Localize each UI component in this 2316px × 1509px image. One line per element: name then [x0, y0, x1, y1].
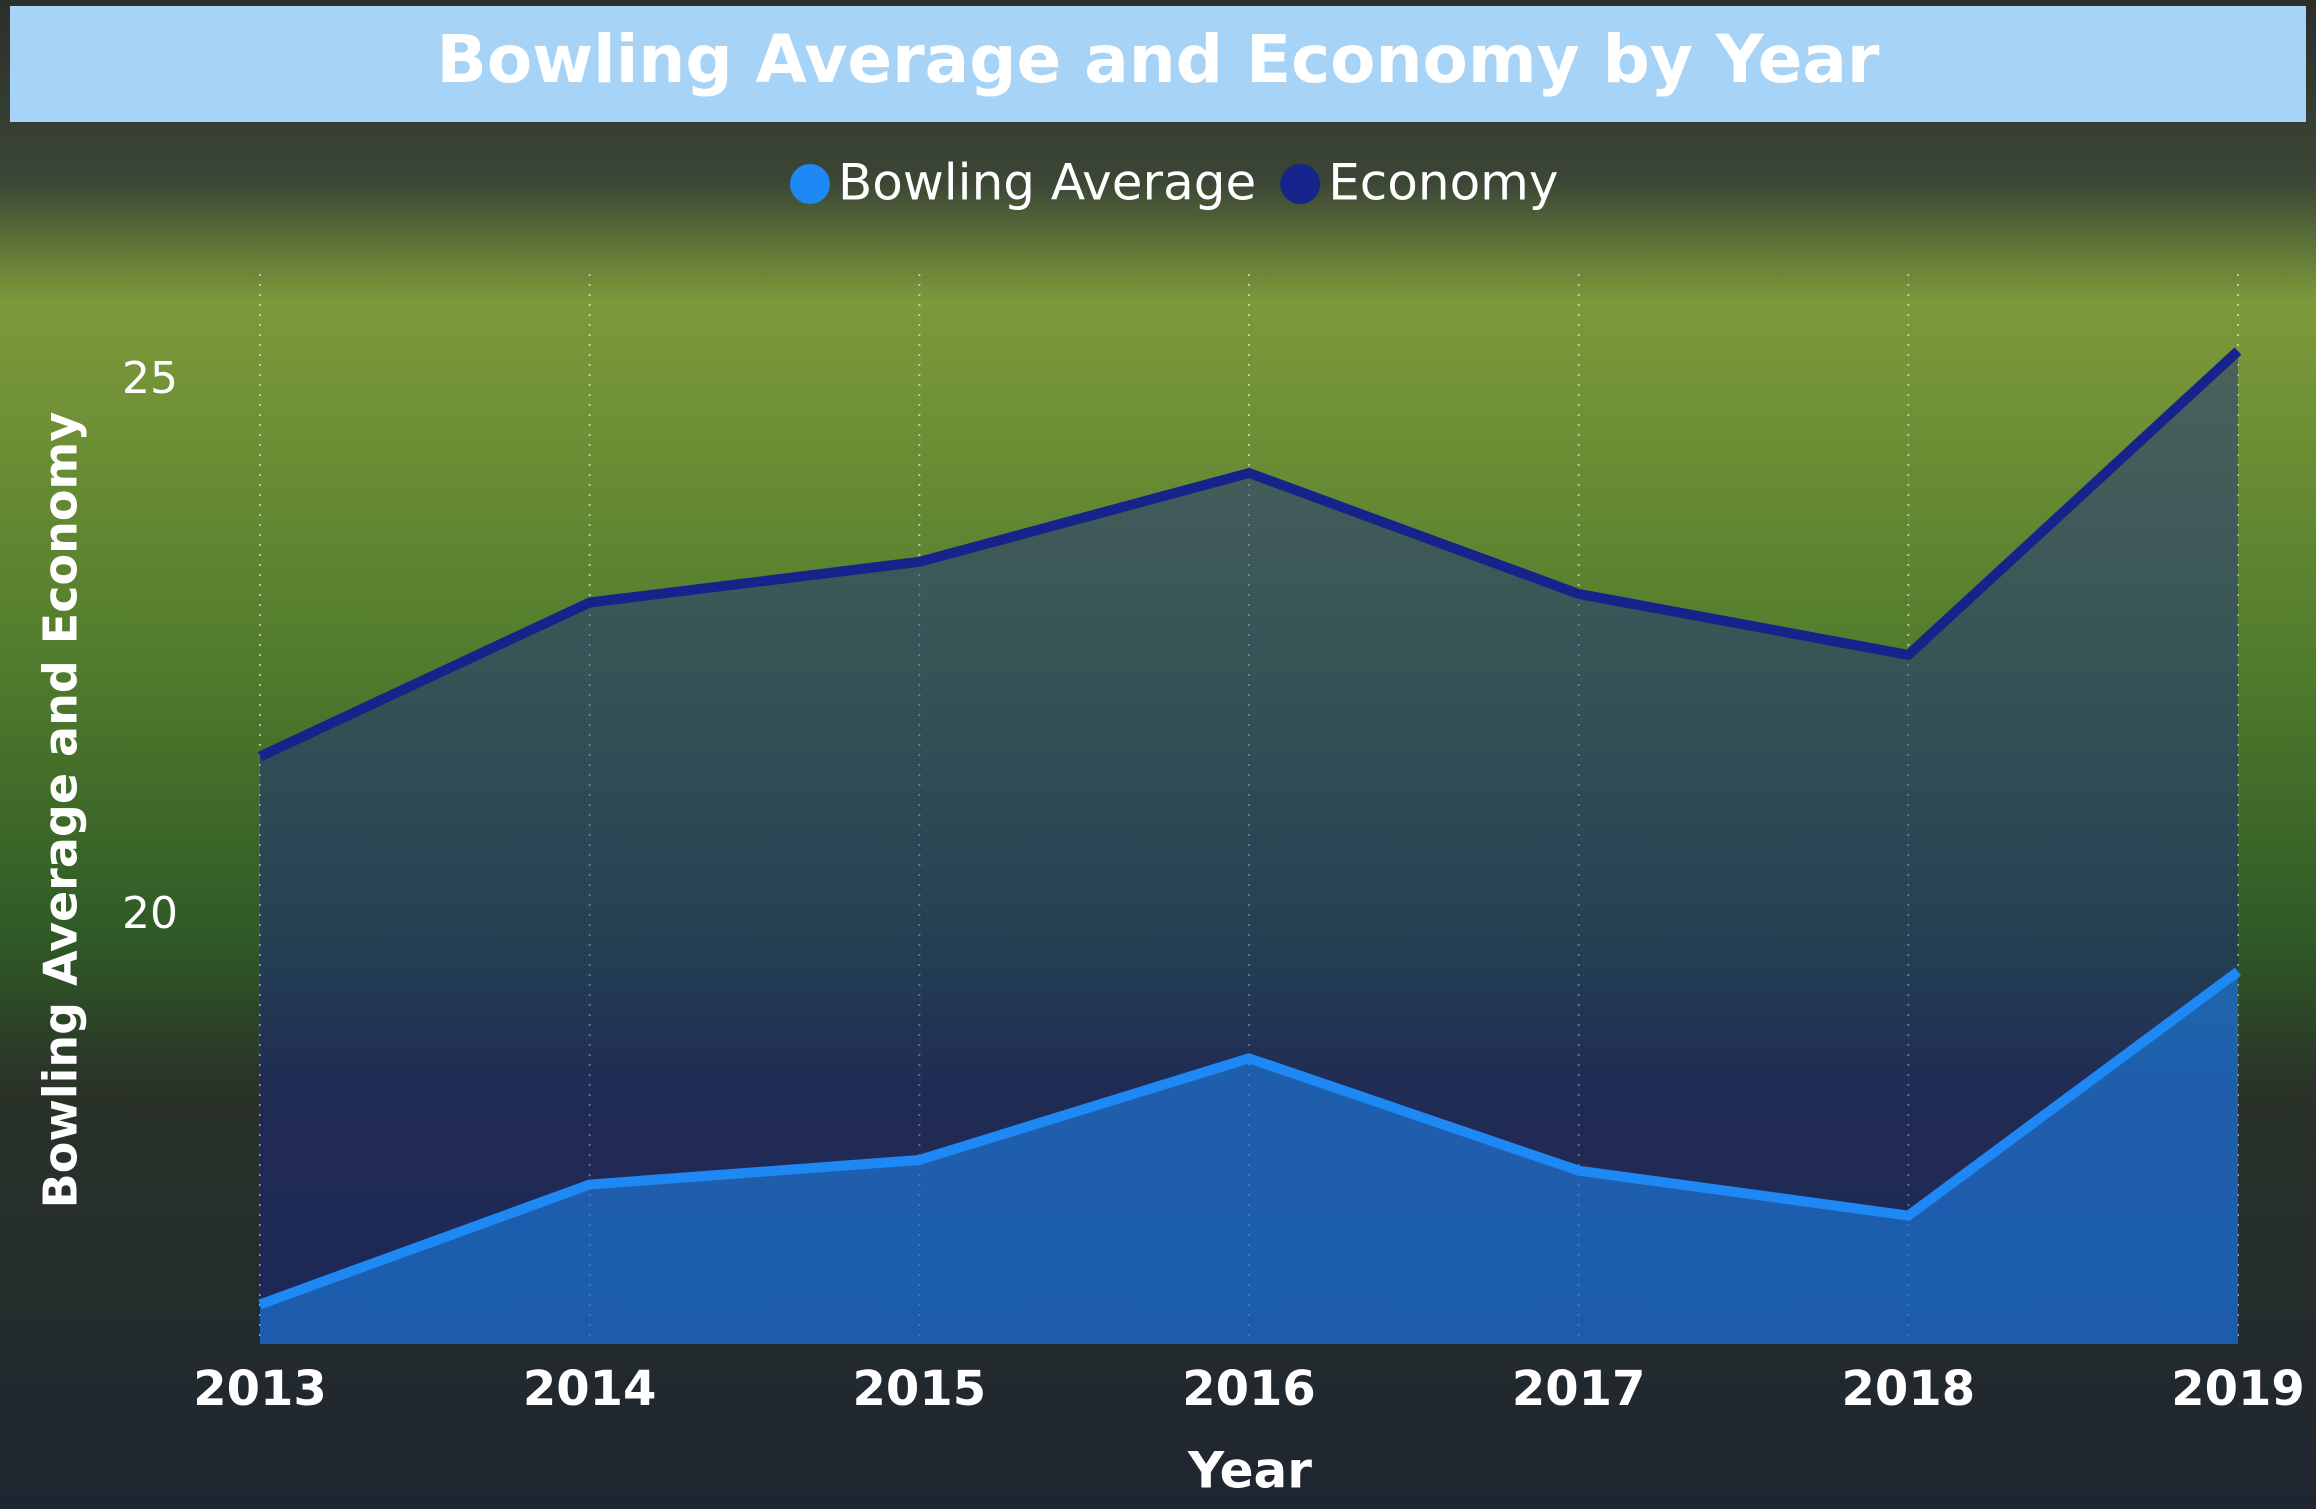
x-tick-label: 2016: [1182, 1361, 1316, 1417]
y-tick-label: 20: [122, 888, 178, 939]
x-tick-label: 2014: [523, 1361, 657, 1417]
x-tick-label: 2013: [193, 1361, 327, 1417]
series-line: [257, 347, 2242, 762]
legend-marker: [1280, 164, 1321, 204]
chart-title: Bowling Average and Economy by Year: [437, 21, 1880, 98]
x-tick-label: 2015: [853, 1361, 987, 1417]
series-line: [258, 967, 2241, 1310]
legend: Bowling Average Economy: [790, 154, 1558, 212]
x-axis-title: Year: [1187, 1442, 1312, 1500]
x-tick-label: 2019: [2171, 1361, 2305, 1417]
y-axis-title: Bowling Average and Economy: [34, 412, 88, 1209]
series-area: [260, 971, 2238, 1344]
legend-marker: [790, 164, 830, 204]
y-tick-label: 25: [122, 353, 178, 404]
series-area: [260, 351, 2238, 1344]
title-bar: [10, 6, 2306, 122]
legend-label: Economy: [1328, 154, 1558, 212]
x-tick-label: 2018: [1842, 1361, 1976, 1417]
x-tick-label: 2017: [1512, 1361, 1646, 1417]
legend-label: Bowling Average: [838, 154, 1256, 212]
